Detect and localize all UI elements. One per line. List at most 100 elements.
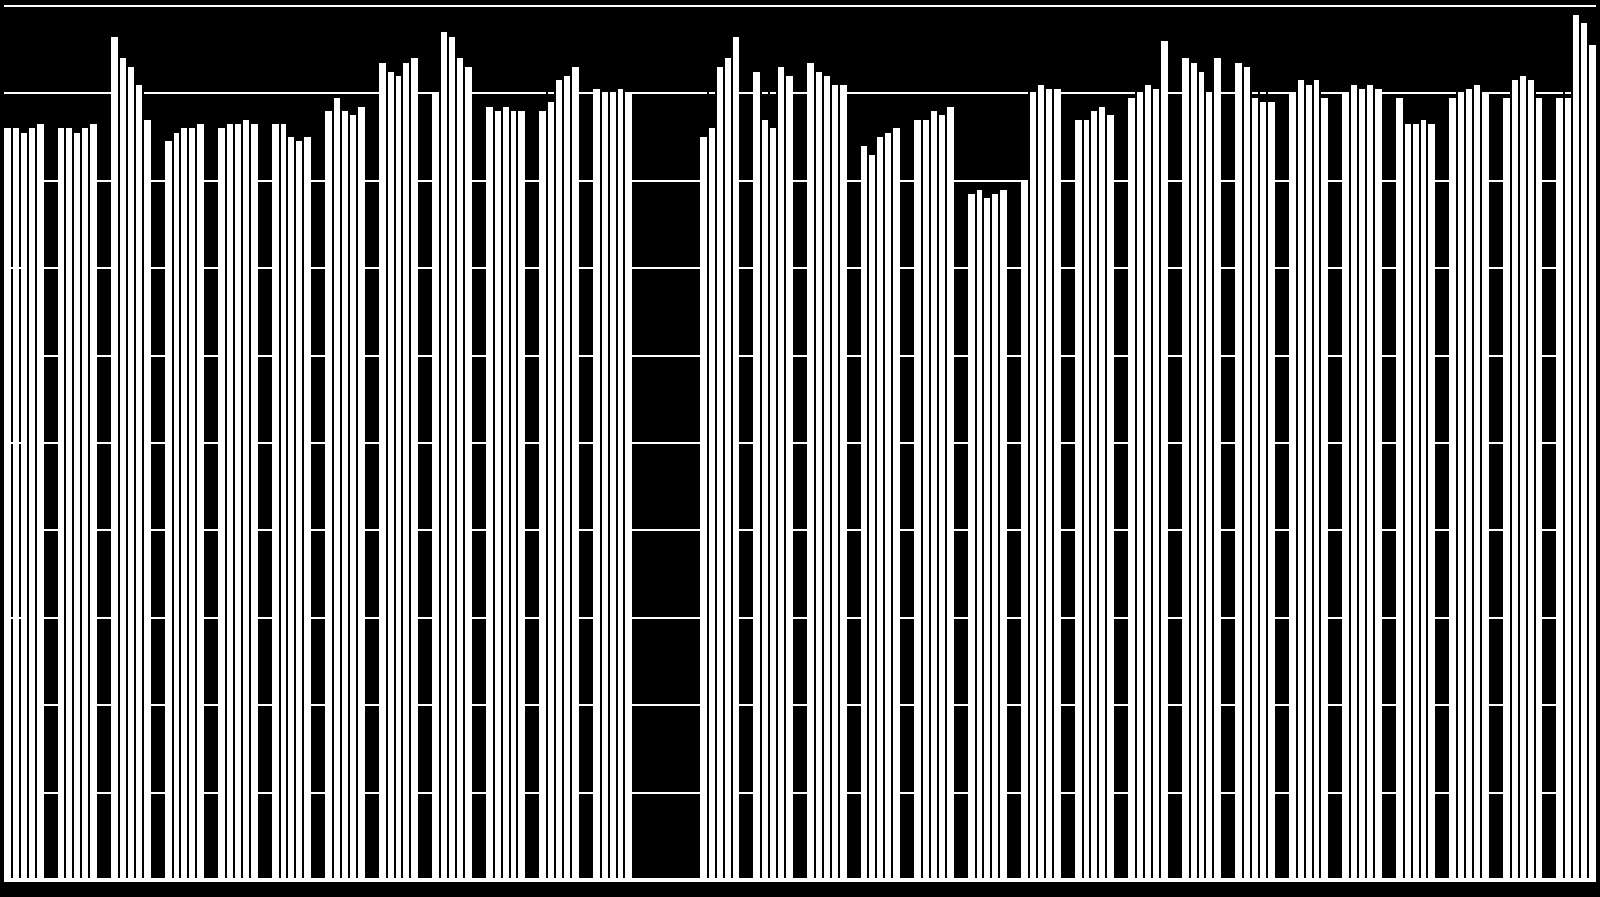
bar-group — [1503, 6, 1543, 880]
bar-separator — [1250, 63, 1252, 880]
bar-separator — [1510, 76, 1512, 880]
bar-separator — [1028, 85, 1030, 880]
bar — [357, 107, 365, 880]
bar-separator — [1563, 15, 1565, 880]
bar-separator — [1089, 107, 1091, 880]
bar-group — [272, 6, 312, 880]
bar — [1160, 41, 1168, 880]
bar — [143, 120, 151, 880]
bar — [1267, 102, 1275, 880]
bar-separator — [768, 67, 770, 880]
bar-separator — [1242, 63, 1244, 880]
bar-separator — [241, 120, 243, 880]
bar — [892, 128, 900, 880]
bar-separator — [80, 124, 82, 880]
bar-separator — [945, 107, 947, 880]
bar-separator — [1319, 80, 1321, 880]
bar-group — [1556, 6, 1596, 880]
bar-separator — [546, 67, 548, 880]
bar-group — [914, 6, 954, 880]
bar-separator — [35, 124, 37, 880]
bar-separator — [608, 89, 610, 880]
bar-separator — [715, 37, 717, 880]
bar — [1535, 98, 1543, 880]
x-axis — [4, 878, 1596, 882]
bar — [999, 190, 1007, 880]
bar-separator — [814, 63, 816, 880]
bar — [89, 124, 97, 880]
bar-separator — [447, 32, 449, 880]
bar-separator — [1296, 80, 1298, 880]
bar-separator — [562, 67, 564, 880]
bar — [785, 76, 793, 880]
bar-separator — [937, 107, 939, 880]
bar-separator — [516, 107, 518, 880]
bar-separator — [1349, 85, 1351, 880]
bar-separator — [356, 98, 358, 880]
bar-separator — [394, 58, 396, 880]
bar-group — [1021, 6, 1061, 880]
bar-group — [593, 6, 633, 880]
bar — [571, 67, 579, 880]
bar-separator — [179, 124, 181, 880]
bar-separator — [233, 120, 235, 880]
bar-separator — [921, 107, 923, 880]
bar-separator — [509, 107, 511, 880]
bar-separator — [118, 37, 120, 880]
bar — [303, 137, 311, 880]
bar-group — [1075, 6, 1115, 880]
bar — [36, 124, 44, 880]
bar-separator — [554, 67, 556, 880]
plot-area — [4, 6, 1596, 880]
bar-separator — [1189, 58, 1191, 880]
bar-separator — [1456, 85, 1458, 880]
bar-separator — [340, 98, 342, 880]
bar-separator — [1258, 63, 1260, 880]
bar-separator — [1464, 85, 1466, 880]
bar-separator — [776, 67, 778, 880]
bar-separator — [27, 124, 29, 880]
y-tick — [4, 617, 22, 619]
bar-separator — [11, 124, 13, 880]
bar-separator — [723, 37, 725, 880]
bar-group — [646, 6, 686, 880]
bar-separator — [332, 98, 334, 880]
bar — [464, 67, 472, 880]
bar-separator — [1212, 58, 1214, 880]
bar — [732, 37, 740, 880]
bar — [517, 111, 525, 880]
bar-separator — [64, 124, 66, 880]
bar-separator — [348, 98, 350, 880]
bar-separator — [1373, 85, 1375, 880]
bar-separator — [600, 89, 602, 880]
bar-separator — [1411, 98, 1413, 880]
bar-separator — [1266, 63, 1268, 880]
bar-separator — [225, 120, 227, 880]
bar-separator — [294, 124, 296, 880]
bar-group — [165, 6, 205, 880]
bar-separator — [784, 67, 786, 880]
bar-separator — [1143, 41, 1145, 880]
bar-group — [432, 6, 472, 880]
bar — [196, 124, 204, 880]
bar-separator — [455, 32, 457, 880]
bar — [250, 124, 258, 880]
bar-separator — [982, 190, 984, 880]
bar-separator — [891, 128, 893, 880]
bar-group — [753, 6, 793, 880]
bar-separator — [830, 63, 832, 880]
bar-separator — [1419, 98, 1421, 880]
bar-group — [1342, 6, 1382, 880]
bar-separator — [1472, 85, 1474, 880]
bar-group — [218, 6, 258, 880]
bar-group — [325, 6, 365, 880]
bar-separator — [1044, 85, 1046, 880]
bar-group — [379, 6, 419, 880]
bar-separator — [88, 124, 90, 880]
bar-separator — [975, 190, 977, 880]
bar-separator — [1357, 85, 1359, 880]
bar-group — [1289, 6, 1329, 880]
bar-separator — [493, 107, 495, 880]
bar-separator — [501, 107, 503, 880]
bar — [1427, 124, 1435, 880]
